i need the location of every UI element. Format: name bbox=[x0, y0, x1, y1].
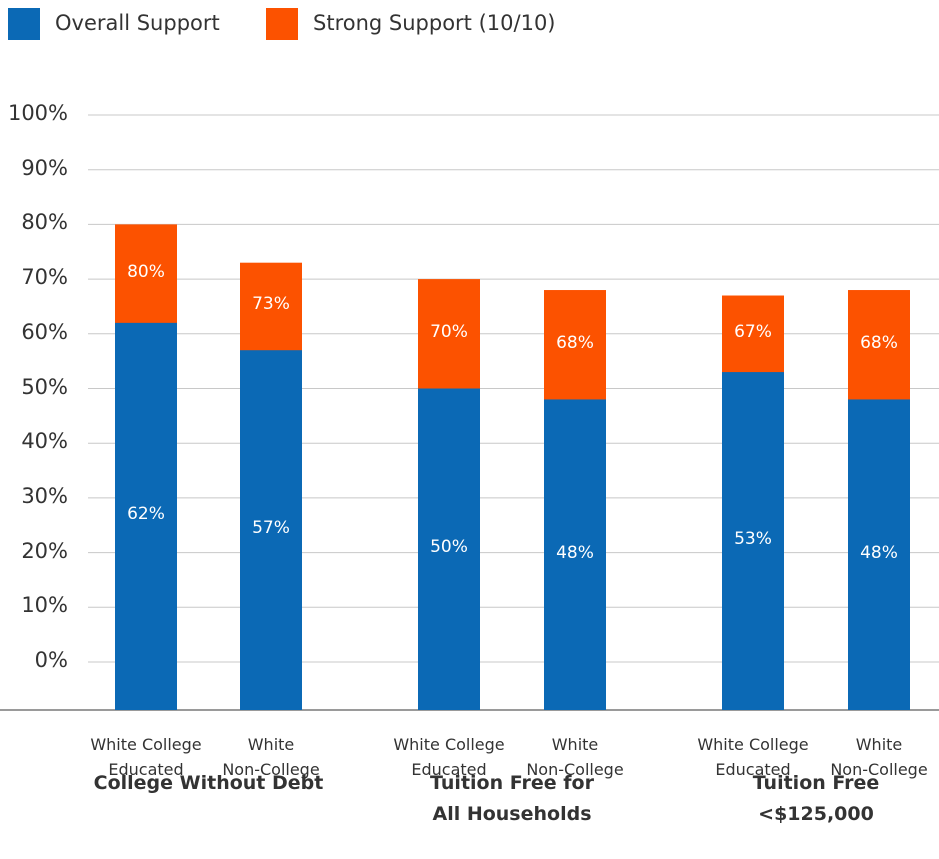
x-tick-label: White College Educated bbox=[90, 735, 202, 779]
bar bbox=[115, 322, 177, 710]
y-tick-label: 70% bbox=[21, 265, 68, 290]
y-tick-label: 10% bbox=[21, 593, 68, 618]
data-label: 53% bbox=[734, 529, 772, 550]
y-tick-label: 90% bbox=[21, 155, 68, 180]
y-tick-label: 30% bbox=[21, 483, 68, 508]
y-tick-label: 50% bbox=[21, 374, 68, 399]
legend-swatch bbox=[8, 8, 40, 40]
bar bbox=[722, 372, 784, 710]
bar bbox=[544, 399, 606, 710]
bar bbox=[418, 388, 480, 710]
x-tick-label: White College Educated bbox=[697, 735, 809, 779]
data-label: 62% bbox=[127, 504, 165, 525]
x-tick-label: White College Educated bbox=[393, 735, 505, 779]
data-label: 57% bbox=[252, 518, 290, 539]
data-label: 48% bbox=[860, 542, 898, 563]
legend-swatch bbox=[266, 8, 298, 40]
y-tick-label: 40% bbox=[21, 429, 68, 454]
data-label: 50% bbox=[430, 537, 468, 558]
y-tick-label: 80% bbox=[21, 210, 68, 235]
data-label: 68% bbox=[556, 332, 594, 353]
bar bbox=[240, 350, 302, 710]
group-label: College Without Debt bbox=[93, 772, 324, 794]
legend-label: Overall Support bbox=[55, 11, 220, 35]
data-label: 70% bbox=[430, 321, 468, 342]
y-tick-label: 20% bbox=[21, 538, 68, 563]
y-tick-label: 100% bbox=[7, 101, 68, 125]
data-label: 80% bbox=[127, 261, 165, 282]
data-label: 68% bbox=[860, 332, 898, 353]
data-label: 48% bbox=[556, 542, 594, 563]
legend-label: Strong Support (10/10) bbox=[313, 11, 556, 35]
group-label: Tuition Free for All Households bbox=[430, 772, 594, 825]
data-label: 67% bbox=[734, 321, 772, 342]
x-tick-label: White Non-College bbox=[830, 735, 928, 779]
data-label: 73% bbox=[252, 294, 290, 315]
bar bbox=[848, 399, 910, 710]
x-tick-label: White Non-College bbox=[526, 735, 624, 779]
y-tick-label: 0% bbox=[34, 648, 68, 672]
y-tick-label: 60% bbox=[21, 319, 68, 344]
group-label: Tuition Free <$125,000 bbox=[752, 772, 880, 825]
x-tick-label: White Non-College bbox=[222, 735, 320, 779]
